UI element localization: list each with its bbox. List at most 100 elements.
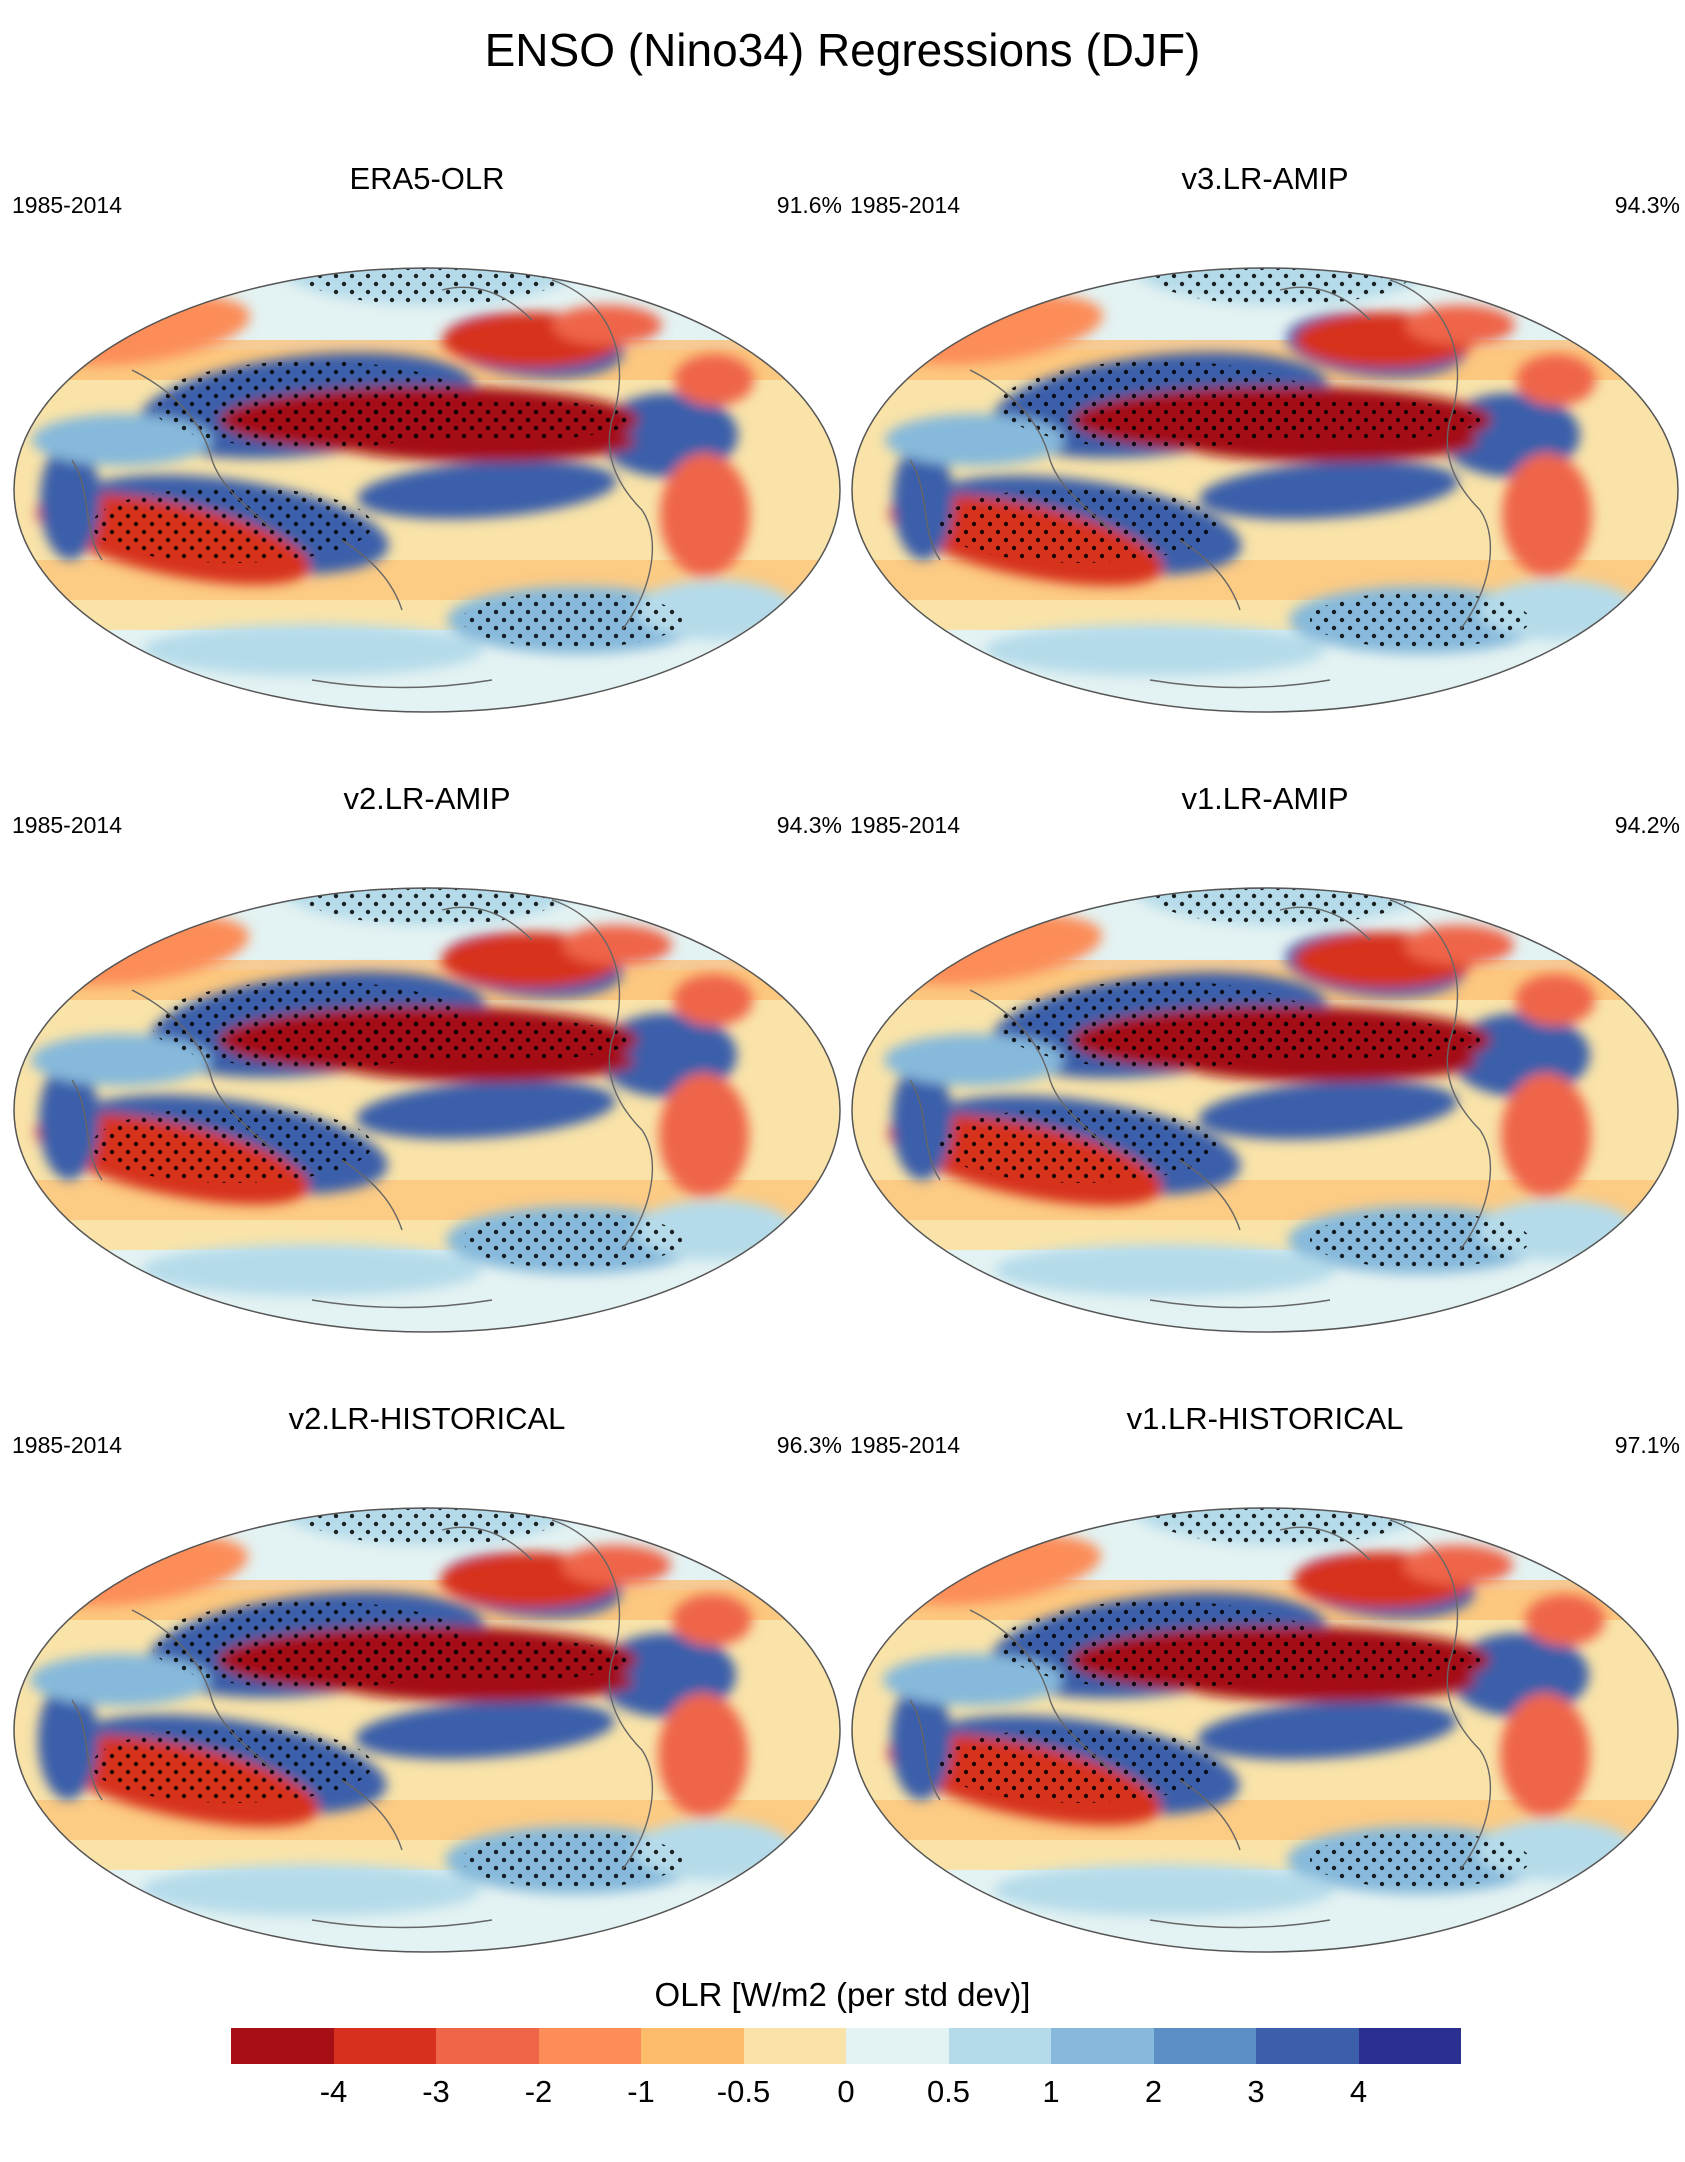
panel-title: v2.LR-HISTORICAL <box>288 1401 566 1436</box>
panel-period: 1985-2014 <box>12 192 122 218</box>
map-robinson-projection <box>851 887 1679 1333</box>
colorbar-segment <box>436 2028 539 2064</box>
map-border <box>13 267 841 713</box>
coastline <box>311 1299 493 1309</box>
anomaly-region <box>985 624 1325 676</box>
figure-title: ENSO (Nino34) Regressions (DJF) <box>484 24 1201 76</box>
colorbar-title: OLR [W/m2 (per std dev)] <box>654 1976 1031 2013</box>
significance-stipple <box>302 268 562 305</box>
coastline <box>1279 286 1371 321</box>
coastline <box>1179 539 1241 611</box>
colorbar <box>231 2028 1461 2064</box>
anomaly-region <box>562 925 672 965</box>
anomaly-region <box>1405 305 1515 345</box>
anomaly-region <box>141 1864 481 1916</box>
significance-stipple <box>1150 888 1410 925</box>
significance-stipple <box>1150 1508 1410 1545</box>
significance-stipple <box>1310 592 1530 648</box>
anomaly-region <box>660 453 750 577</box>
panel-period: 1985-2014 <box>12 812 122 838</box>
panel-v1-lr-historical: v1.LR-HISTORICAL 1985-2014 97.1% <box>850 1400 1680 1960</box>
coastline <box>311 1919 493 1929</box>
coastline <box>441 286 533 321</box>
anomaly-region <box>673 974 753 1026</box>
coastline <box>551 899 654 1251</box>
coastline <box>1149 1919 1331 1929</box>
anomaly-region <box>885 414 1065 466</box>
anomaly-region <box>143 624 483 676</box>
coastline <box>441 906 533 941</box>
coastline <box>909 1699 941 1801</box>
map-border <box>13 887 841 1333</box>
anomaly-region <box>1525 1594 1605 1646</box>
anomaly-region <box>1500 1693 1590 1817</box>
anomaly-region <box>355 1700 615 1760</box>
anomaly-region <box>672 1594 752 1646</box>
significance-stipple <box>302 888 562 925</box>
coastline <box>71 459 103 561</box>
coastline <box>71 1699 103 1801</box>
map-border <box>851 1507 1679 1953</box>
map-field <box>14 268 840 712</box>
colorbar-segment <box>641 2028 744 2064</box>
anomaly-region <box>892 1060 952 1180</box>
panel-title: ERA5-OLR <box>349 161 505 196</box>
coastline <box>969 369 1111 531</box>
coastline <box>71 1079 103 1181</box>
anomaly-region <box>561 1545 671 1585</box>
anomaly-region <box>357 460 617 520</box>
anomaly-region <box>883 1654 1063 1706</box>
colorbar-tick-label: 3 <box>1247 2074 1265 2109</box>
colorbar-segment <box>538 2028 641 2064</box>
colorbar-segment <box>846 2028 949 2064</box>
significance-stipple <box>940 1727 1220 1803</box>
coastline <box>131 369 273 531</box>
colorbar-tick-label: -4 <box>319 2074 348 2109</box>
significance-stipple <box>1180 1638 1480 1682</box>
coastline <box>311 679 493 689</box>
map-field <box>14 888 840 1332</box>
map-border <box>851 887 1679 1333</box>
coastline <box>1279 906 1371 941</box>
anomaly-region <box>891 1680 951 1800</box>
coastline <box>551 1519 654 1871</box>
map-robinson-projection <box>13 887 841 1333</box>
anomaly-region <box>1404 925 1514 965</box>
anomaly-region <box>356 1080 616 1140</box>
colorbar-tick-label: -0.5 <box>716 2074 771 2109</box>
significance-stipple <box>92 1727 372 1803</box>
colorbar-segment <box>948 2028 1051 2064</box>
panel-percent: 94.2% <box>1614 812 1680 838</box>
panel-title: v2.LR-AMIP <box>343 781 511 816</box>
significance-stipple <box>92 487 372 563</box>
anomaly-region <box>31 1034 211 1086</box>
anomaly-region <box>1516 354 1596 406</box>
colorbar-segment <box>333 2028 436 2064</box>
coastline <box>1389 899 1492 1251</box>
anomaly-region <box>1502 453 1592 577</box>
panel-v2-lr-historical: v2.LR-HISTORICAL 1985-2014 96.3% <box>12 1400 842 1960</box>
anomaly-region <box>658 1693 748 1817</box>
anomaly-region <box>142 1244 482 1296</box>
anomaly-region <box>1403 1545 1513 1585</box>
coastline <box>969 1609 1111 1771</box>
map-robinson-projection <box>851 267 1679 713</box>
significance-stipple <box>92 1107 372 1183</box>
coastline <box>1389 1519 1492 1871</box>
map-field <box>14 1508 840 1952</box>
colorbar-tick-label: 4 <box>1349 2074 1368 2109</box>
significance-stipple <box>332 1018 632 1062</box>
map-field <box>852 1508 1678 1952</box>
coastline <box>551 279 654 631</box>
anomaly-region <box>994 1864 1334 1916</box>
anomaly-region <box>659 1073 749 1197</box>
coastline <box>1149 1299 1331 1309</box>
significance-stipple <box>1310 1832 1530 1888</box>
map-field <box>852 268 1678 712</box>
coastline <box>1149 679 1331 689</box>
anomaly-region <box>1198 1080 1458 1140</box>
coastline <box>341 539 403 611</box>
coastline <box>341 1779 403 1851</box>
map-robinson-projection <box>851 1507 1679 1953</box>
colorbar-tick-label: 0 <box>837 2074 855 2109</box>
